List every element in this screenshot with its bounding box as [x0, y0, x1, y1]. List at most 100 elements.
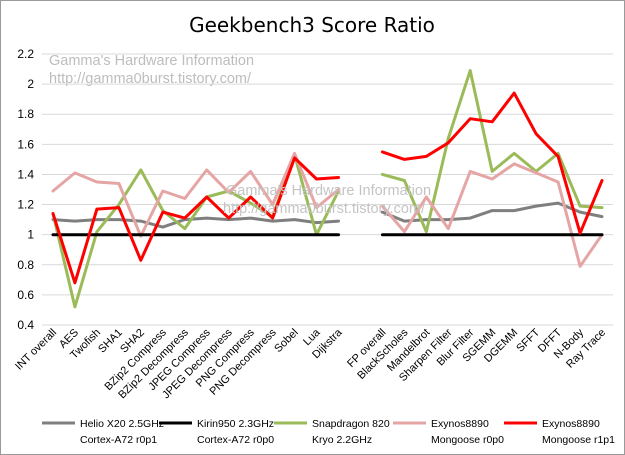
data-point	[73, 305, 77, 309]
data-point	[95, 233, 99, 236]
series-line	[51, 151, 340, 238]
data-point	[469, 216, 472, 220]
data-point	[534, 171, 538, 175]
data-point	[381, 204, 384, 208]
legend-label-line2: Mongoose r0p0	[431, 434, 504, 446]
data-point	[447, 137, 450, 140]
legend-label-line2: Cortex-A72 r0p1	[80, 434, 157, 446]
legend-item: Snapdragon 820 Kryo 2.2GHz	[274, 418, 390, 446]
data-point	[315, 233, 318, 236]
data-point	[578, 204, 582, 208]
data-point	[315, 206, 318, 209]
data-point	[381, 150, 384, 154]
data-point	[139, 219, 142, 223]
legend-item: Helio X20 2.5GHz Cortex-A72 r0p1	[42, 418, 164, 446]
data-point	[337, 219, 340, 223]
series-line	[51, 216, 340, 229]
chart-title: Geekbench3 Score Ratio	[189, 13, 435, 37]
data-point	[381, 210, 384, 214]
data-point	[403, 219, 406, 223]
data-point	[513, 233, 516, 236]
data-point	[337, 176, 340, 179]
y-tick-label: 1.4	[17, 167, 34, 181]
data-point	[183, 216, 186, 220]
y-tick-label: 1.2	[17, 198, 34, 212]
data-point	[73, 233, 77, 236]
data-point	[425, 218, 428, 221]
data-point	[556, 180, 560, 184]
data-point	[271, 219, 274, 223]
x-tick-label: INT overall	[13, 327, 59, 373]
data-point	[161, 189, 164, 193]
legend-label-line1: Exynos8890	[431, 418, 489, 430]
y-tick-label: 1.8	[17, 107, 34, 121]
data-point	[293, 233, 296, 236]
y-axis-ticks: 0.4 0.6 0.8 1 1.2 1.4 1.6 1.8 2 2.2	[17, 47, 34, 332]
data-point	[117, 218, 121, 221]
y-tick-label: 0.8	[17, 258, 34, 272]
data-point	[183, 233, 186, 236]
data-point	[556, 201, 560, 205]
data-point	[293, 218, 296, 221]
data-point	[556, 155, 560, 158]
legend-item: Exynos8890 Mongoose r0p0	[393, 418, 504, 446]
data-point	[205, 195, 208, 199]
y-tick-label: 2	[27, 77, 34, 91]
data-point	[271, 216, 274, 220]
data-point	[447, 218, 450, 221]
data-point	[95, 218, 99, 221]
data-point	[600, 215, 604, 218]
data-point	[95, 230, 99, 233]
data-point	[469, 69, 472, 72]
legend-label-line2: Cortex-A72 r0p0	[197, 434, 274, 446]
y-tick-label: 0.6	[17, 288, 34, 302]
data-point	[139, 233, 142, 236]
data-point	[469, 117, 472, 120]
data-point	[447, 141, 450, 144]
legend-label-line1: Kirin950 2.3GHz	[197, 418, 274, 430]
watermark-center-line2: http://gamma0burst.tistory.com/	[223, 201, 426, 217]
x-tick-label: SHA1	[96, 327, 125, 356]
legend-label-line2: Mongoose r1p1	[542, 434, 615, 446]
data-point	[491, 209, 494, 212]
data-point	[534, 233, 538, 236]
series-layer	[51, 69, 604, 309]
data-point	[227, 216, 230, 220]
y-tick-label: 0.4	[17, 318, 34, 332]
data-point	[249, 195, 252, 199]
legend-label-line2: Kryo 2.2GHz	[312, 434, 372, 446]
data-point	[95, 207, 99, 211]
data-point	[447, 233, 450, 236]
data-point	[534, 204, 538, 208]
data-point	[578, 265, 582, 268]
data-point	[249, 201, 252, 205]
watermark-center: Gamma's Hardware Information http://gamm…	[223, 183, 431, 217]
data-point	[117, 182, 121, 185]
y-tick-label: 1.6	[17, 137, 34, 151]
data-point	[51, 189, 55, 193]
data-point	[315, 177, 318, 181]
watermark-line2: http://gamma0burst.tistory.com/	[49, 71, 252, 87]
data-point	[117, 203, 121, 206]
series-1	[51, 233, 604, 237]
data-point	[293, 156, 296, 160]
data-point	[249, 216, 252, 220]
data-point	[403, 179, 406, 182]
data-point	[447, 227, 450, 230]
data-point	[491, 120, 494, 124]
series-line	[51, 156, 340, 285]
data-point	[491, 233, 494, 236]
data-point	[205, 168, 208, 172]
series-4	[51, 91, 604, 285]
data-point	[249, 170, 252, 173]
data-point	[73, 281, 77, 284]
data-point	[403, 230, 406, 233]
data-point	[337, 233, 340, 236]
data-point	[293, 152, 296, 155]
data-point	[315, 221, 318, 224]
data-point	[403, 158, 406, 161]
data-point	[425, 230, 428, 233]
y-tick-label: 1	[27, 228, 34, 242]
